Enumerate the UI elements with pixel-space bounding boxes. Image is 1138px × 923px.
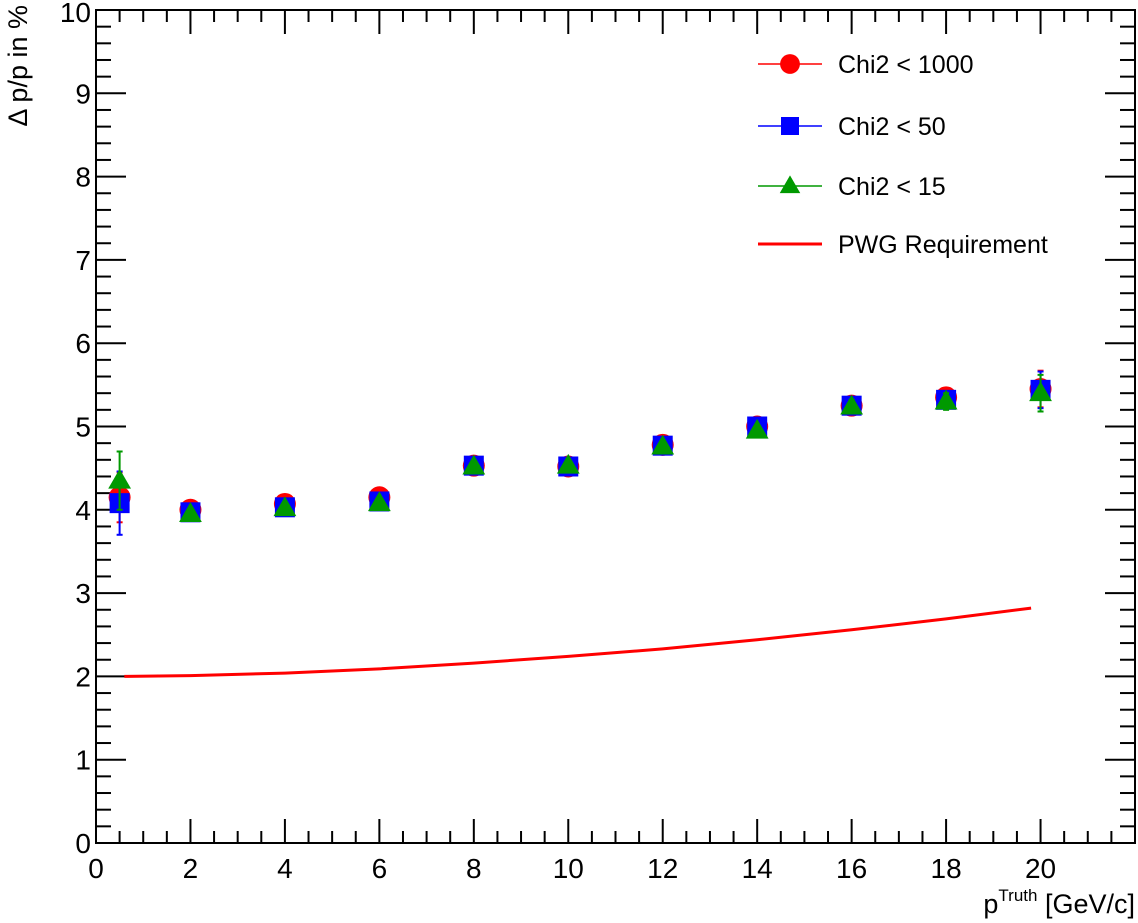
x-axis-label: pTruth [GeV/c]	[983, 886, 1135, 919]
x-tick-label: 16	[836, 853, 867, 884]
x-tick-label: 18	[931, 853, 962, 884]
legend-label: Chi2 < 1000	[838, 51, 974, 79]
data-point	[1029, 381, 1052, 402]
legend-entry: Chi2 < 1000	[758, 51, 974, 79]
data-point	[651, 434, 675, 455]
data-point	[108, 468, 132, 489]
x-tick-label: 2	[183, 853, 199, 884]
series-1	[108, 369, 1052, 524]
y-tick-label: 1	[75, 745, 91, 776]
legend-label: PWG Requirement	[838, 231, 1048, 259]
y-tick-label: 10	[60, 0, 91, 28]
y-tick-label: 3	[75, 578, 91, 609]
legend: Chi2 < 1000 Chi2 < 50 Chi2 < 15 PWG Require…	[758, 51, 1048, 259]
x-tick-label: 20	[1025, 853, 1056, 884]
y-tick-label: 4	[75, 495, 91, 526]
data-point	[273, 496, 297, 517]
y-tick-label: 0	[75, 828, 91, 859]
plot-frame-rect	[95, 9, 1136, 844]
legend-entry: Chi2 < 50	[758, 113, 946, 141]
data-point	[745, 418, 769, 439]
legend-marker	[781, 117, 799, 135]
y-axis-label: Δ p/p in %	[3, 5, 33, 127]
x-tick-label: 10	[553, 853, 584, 884]
y-axis: 0 1 2 3 4 5 6 7 8 9 10	[60, 0, 1135, 859]
y-tick-label: 6	[75, 328, 91, 359]
x-tick-label: 0	[88, 853, 104, 884]
legend-marker	[780, 54, 800, 74]
legend-entry: Chi2 < 15	[758, 173, 946, 201]
x-axis-label-superscript: Truth	[998, 886, 1037, 905]
x-axis: 0 2 4 6 8 10 12 14 16 18 20	[88, 10, 1136, 884]
series-3	[108, 373, 1052, 522]
legend-label: Chi2 < 50	[838, 113, 946, 141]
data-point	[840, 394, 864, 415]
y-tick-label: 7	[75, 245, 91, 276]
legend-label: Chi2 < 15	[838, 173, 946, 201]
x-tick-label: 6	[372, 853, 388, 884]
data-point	[179, 502, 202, 522]
requirement-curve-line	[124, 606, 1032, 678]
x-axis-label-unit: [GeV/c]	[1037, 889, 1135, 919]
x-tick-label: 8	[466, 853, 482, 884]
plot-frame	[95, 9, 1136, 844]
y-tick-label: 9	[75, 78, 91, 109]
legend-marker	[779, 175, 801, 194]
data-point	[462, 454, 486, 475]
legend-entry: PWG Requirement	[758, 231, 1048, 259]
data-point	[556, 453, 580, 474]
requirement-curve	[124, 606, 1032, 678]
data-series	[108, 369, 1052, 536]
y-tick-label: 8	[75, 162, 91, 193]
y-tick-label: 2	[75, 661, 91, 692]
x-tick-label: 12	[647, 853, 678, 884]
x-tick-label: 4	[277, 853, 293, 884]
data-point	[367, 491, 391, 512]
x-axis-label-main: p	[983, 889, 998, 919]
x-tick-label: 14	[742, 853, 773, 884]
series-2	[109, 370, 1051, 536]
y-tick-label: 5	[75, 412, 91, 443]
data-point	[934, 389, 958, 410]
